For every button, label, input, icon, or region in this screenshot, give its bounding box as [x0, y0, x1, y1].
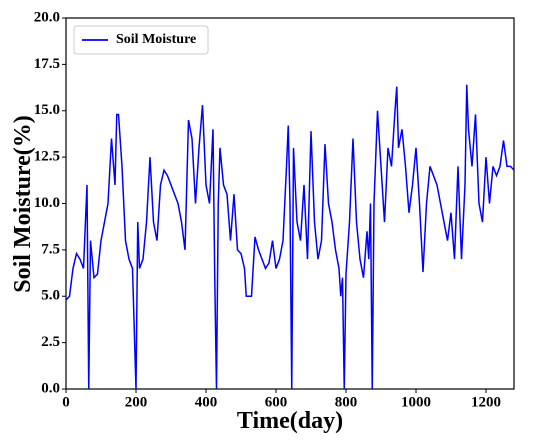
data-line	[65, 84, 515, 390]
x-tick-label: 400	[195, 394, 218, 410]
y-tick-label: 17.5	[34, 56, 60, 72]
x-tick-label: 1000	[401, 394, 431, 410]
y-tick-label: 15.0	[34, 102, 60, 118]
y-tick-label: 10.0	[34, 195, 60, 211]
legend-label: Soil Moisture	[116, 32, 196, 47]
x-axis-label: Time(day)	[237, 408, 343, 434]
y-tick-label: 5.0	[41, 288, 60, 304]
y-tick-label: 12.5	[34, 149, 60, 165]
y-axis-label: Soil Moisture(%)	[10, 115, 36, 293]
legend-box	[73, 25, 209, 55]
x-tick-label: 0	[62, 394, 70, 410]
x-tick-label: 800	[335, 394, 358, 410]
x-tick-label: 1200	[471, 394, 501, 410]
y-tick-label: 7.5	[41, 241, 60, 257]
y-tick-label: 2.5	[41, 334, 60, 350]
x-tick-label: 200	[125, 394, 148, 410]
x-tick-label: 600	[265, 394, 288, 410]
y-tick-label: 20.0	[34, 9, 60, 25]
y-tick-label: 0.0	[41, 380, 60, 396]
